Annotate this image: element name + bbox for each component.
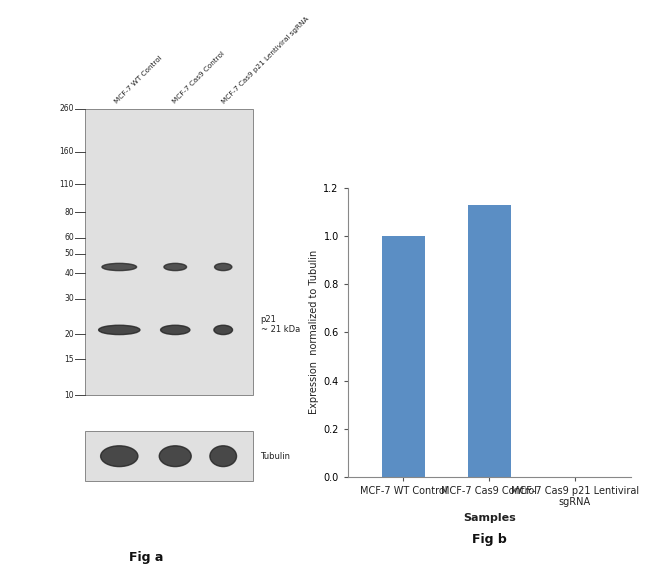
Text: 10: 10: [64, 391, 74, 399]
Ellipse shape: [164, 264, 187, 271]
Ellipse shape: [161, 325, 190, 335]
Text: MCF-7 WT Control: MCF-7 WT Control: [114, 55, 164, 105]
Y-axis label: Expression  normalized to Tubulin: Expression normalized to Tubulin: [309, 250, 319, 414]
Ellipse shape: [102, 264, 136, 271]
Text: 30: 30: [64, 294, 74, 303]
Text: 160: 160: [59, 147, 74, 156]
Text: MCF-7 Cas9 Control: MCF-7 Cas9 Control: [171, 50, 226, 105]
Ellipse shape: [101, 446, 138, 466]
Text: 80: 80: [64, 208, 74, 217]
Text: Fig a: Fig a: [129, 551, 163, 564]
Text: 50: 50: [64, 249, 74, 258]
FancyBboxPatch shape: [84, 109, 252, 395]
Bar: [468, 205, 510, 477]
FancyBboxPatch shape: [84, 431, 252, 481]
Text: 20: 20: [64, 329, 74, 339]
Text: Fig b: Fig b: [472, 533, 506, 546]
Ellipse shape: [214, 325, 233, 335]
Ellipse shape: [99, 325, 140, 335]
Text: Tubulin: Tubulin: [261, 451, 291, 461]
Text: 260: 260: [59, 105, 74, 113]
Text: 60: 60: [64, 233, 74, 242]
Text: p21
~ 21 kDa: p21 ~ 21 kDa: [261, 315, 300, 335]
Ellipse shape: [214, 264, 232, 271]
Text: 40: 40: [64, 269, 74, 278]
Text: 110: 110: [60, 180, 74, 189]
Bar: [382, 236, 425, 477]
X-axis label: Samples: Samples: [463, 513, 515, 523]
Ellipse shape: [159, 446, 191, 466]
Text: 15: 15: [64, 355, 74, 364]
Ellipse shape: [210, 446, 237, 466]
Text: MCF-7 Cas9 p21 Lentiviral sgRNA: MCF-7 Cas9 p21 Lentiviral sgRNA: [220, 16, 310, 105]
